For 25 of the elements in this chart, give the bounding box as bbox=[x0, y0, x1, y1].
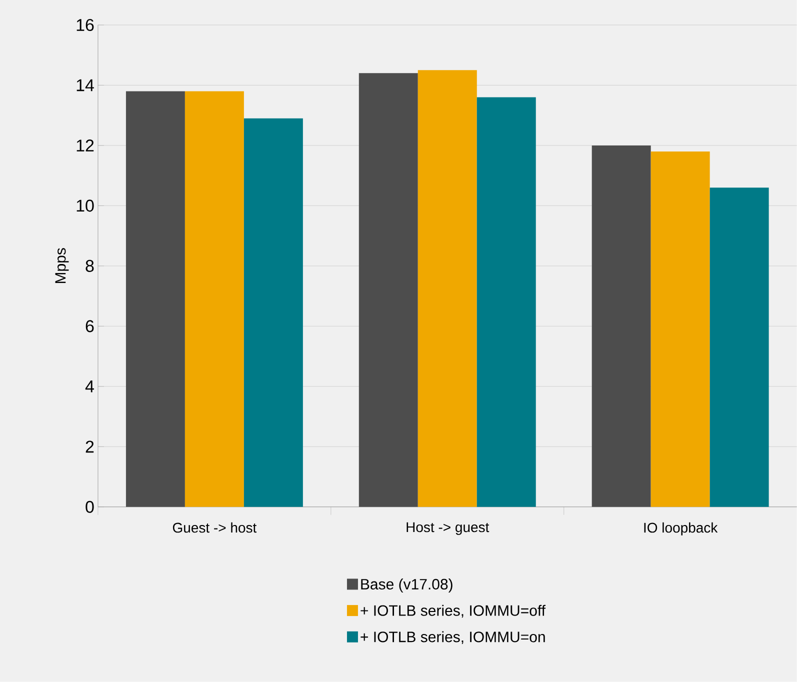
y-tick-label: 16 bbox=[76, 19, 94, 32]
y-tick-label: 10 bbox=[76, 200, 94, 212]
bar bbox=[244, 118, 303, 507]
x-tick-label: Guest -> host bbox=[172, 522, 257, 533]
legend-label: + IOTLB series, IOMMU=on bbox=[360, 631, 545, 644]
bar bbox=[710, 188, 769, 507]
y-tick-label: 6 bbox=[86, 320, 94, 332]
y-tick-label: 8 bbox=[86, 260, 94, 272]
bar bbox=[476, 97, 536, 507]
bar bbox=[126, 91, 185, 507]
y-tick-label: 2 bbox=[86, 440, 94, 453]
bar bbox=[650, 152, 710, 507]
legend-label: Base (v17.08) bbox=[361, 578, 452, 593]
y-tick-label: 14 bbox=[76, 79, 94, 92]
bar bbox=[184, 91, 244, 507]
bar bbox=[592, 146, 651, 507]
bar bbox=[358, 73, 418, 507]
legend-label: + IOTLB series, IOMMU=off bbox=[360, 604, 546, 618]
y-axis-title: Mpps bbox=[55, 248, 69, 284]
x-tick-label: Host -> guest bbox=[406, 522, 490, 536]
y-tick-label: 12 bbox=[76, 140, 94, 152]
bar bbox=[418, 70, 477, 507]
y-tick-label: 4 bbox=[85, 380, 94, 392]
y-tick-label: 0 bbox=[86, 500, 94, 513]
x-tick-label: IO loopback bbox=[644, 522, 718, 536]
